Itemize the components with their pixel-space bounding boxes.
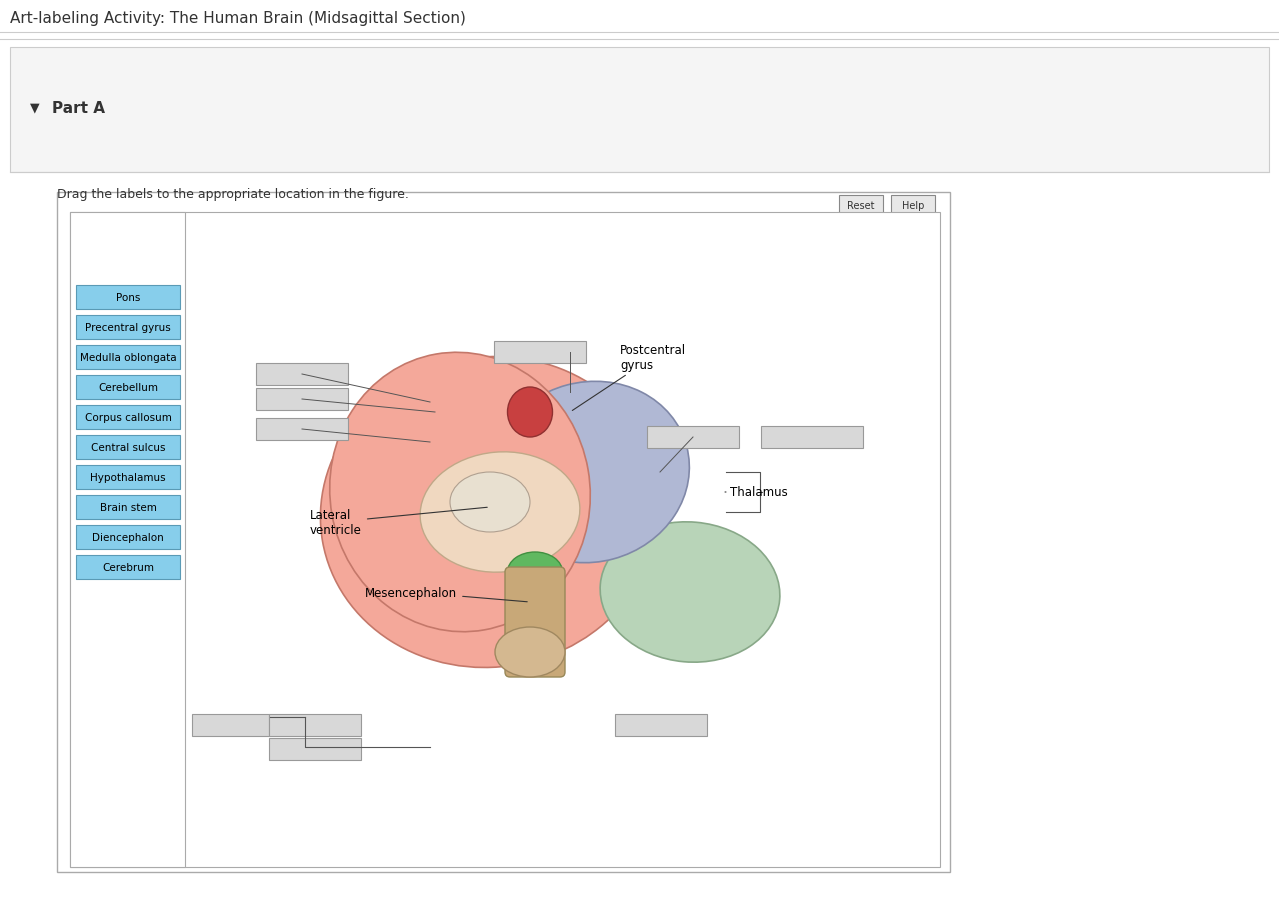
Ellipse shape [495,627,565,677]
Text: Hypothalamus: Hypothalamus [91,473,166,483]
Text: Brain stem: Brain stem [100,502,156,512]
FancyBboxPatch shape [647,427,739,448]
FancyBboxPatch shape [70,213,940,867]
Text: Postcentral
gyrus: Postcentral gyrus [572,344,686,411]
FancyBboxPatch shape [269,738,361,760]
Text: Cerebrum: Cerebrum [102,562,153,573]
Ellipse shape [508,552,563,593]
FancyBboxPatch shape [75,556,180,579]
FancyBboxPatch shape [615,714,707,736]
FancyBboxPatch shape [75,286,180,309]
Ellipse shape [450,473,530,532]
Text: ▼: ▼ [29,101,40,115]
Text: Help: Help [902,201,925,211]
Text: Central sulcus: Central sulcus [91,443,165,453]
FancyBboxPatch shape [192,714,269,736]
Ellipse shape [330,353,591,632]
FancyBboxPatch shape [75,316,180,340]
FancyBboxPatch shape [505,567,565,677]
FancyBboxPatch shape [761,427,863,448]
Ellipse shape [491,382,689,563]
FancyBboxPatch shape [269,714,361,736]
FancyBboxPatch shape [75,465,180,490]
Text: Medulla oblongata: Medulla oblongata [79,353,177,363]
Text: Part A: Part A [52,100,105,115]
Text: Lateral
ventricle: Lateral ventricle [310,508,487,537]
Text: Pons: Pons [116,292,141,303]
FancyBboxPatch shape [494,342,586,364]
Text: Art-labeling Activity: The Human Brain (Midsagittal Section): Art-labeling Activity: The Human Brain (… [10,11,466,25]
Ellipse shape [321,357,660,667]
FancyBboxPatch shape [10,48,1269,173]
Text: Corpus callosum: Corpus callosum [84,412,171,422]
Text: Diencephalon: Diencephalon [92,532,164,542]
FancyBboxPatch shape [75,375,180,400]
FancyBboxPatch shape [256,364,348,385]
FancyBboxPatch shape [256,389,348,410]
Text: Mesencephalon: Mesencephalon [365,586,527,603]
FancyBboxPatch shape [75,495,180,520]
FancyBboxPatch shape [70,213,185,867]
FancyBboxPatch shape [75,406,180,429]
FancyBboxPatch shape [75,526,180,549]
FancyBboxPatch shape [58,193,950,872]
Ellipse shape [420,452,579,573]
FancyBboxPatch shape [891,196,935,216]
FancyBboxPatch shape [256,419,348,440]
Text: Drag the labels to the appropriate location in the figure.: Drag the labels to the appropriate locat… [58,188,409,201]
Ellipse shape [508,388,553,437]
Text: Precentral gyrus: Precentral gyrus [86,323,171,333]
FancyBboxPatch shape [75,436,180,459]
FancyBboxPatch shape [75,345,180,370]
Ellipse shape [600,522,780,662]
FancyBboxPatch shape [839,196,883,216]
Text: Thalamus: Thalamus [730,486,788,499]
Text: Cerebellum: Cerebellum [98,382,159,392]
Text: Reset: Reset [847,201,875,211]
